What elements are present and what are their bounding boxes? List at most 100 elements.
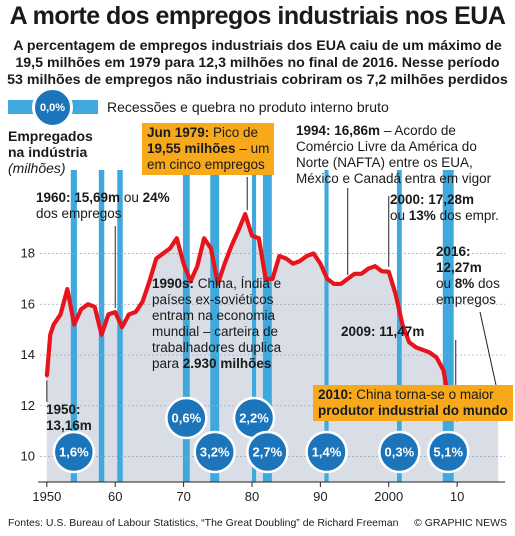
data-point	[373, 264, 377, 268]
data-point	[284, 257, 288, 260]
data-point	[66, 287, 69, 291]
data-point	[216, 282, 219, 286]
y-tick-label: 14	[21, 347, 35, 362]
data-point	[230, 244, 233, 248]
credit: © GRAPHIC NEWS	[414, 517, 507, 529]
data-point	[257, 237, 261, 240]
data-point	[100, 333, 103, 336]
data-point	[79, 308, 83, 311]
subtitle-line-2: 19,5 milhões em 1979 para 12,3 milhões n…	[15, 55, 500, 71]
x-tick-label: 80	[245, 489, 259, 504]
annotation-2009: 2009: 11,47m	[341, 324, 425, 339]
recession-band	[324, 170, 329, 482]
data-point	[59, 313, 62, 316]
annotation-2000: 2000: 17,28m ou 13% dos empr.	[390, 192, 499, 223]
recession-badge	[52, 430, 96, 474]
data-point	[243, 212, 247, 216]
x-tick-label: 60	[108, 489, 122, 504]
annotation-2010: 2010: China torna-se o maior produtor in…	[313, 385, 513, 421]
y-tick-label: 18	[21, 245, 35, 260]
annotation-1960: 1960: 15,69m ou 24% dos empregos	[36, 190, 170, 221]
data-point	[86, 303, 90, 306]
recession-badge-label: 1,6%	[59, 445, 89, 460]
data-point	[346, 277, 349, 281]
x-tick-label: 1950	[32, 489, 61, 504]
recession-badge-label: 0,6%	[172, 411, 202, 426]
recession-band	[262, 170, 272, 482]
x-tick-label: 2000	[374, 489, 403, 504]
x-tick-label: 10	[450, 489, 464, 504]
data-point	[414, 346, 418, 349]
recession-band	[251, 170, 257, 482]
data-point	[435, 356, 438, 359]
data-point	[408, 341, 411, 344]
data-point	[120, 325, 124, 329]
recession-badge-label: 0,3%	[385, 445, 415, 460]
recession-badge-label: 3,2%	[200, 445, 230, 460]
recession-badge	[426, 430, 470, 474]
data-point	[271, 277, 274, 281]
data-point	[52, 323, 55, 326]
subtitle-line-1: A percentagem de empregos industriais do…	[13, 38, 502, 54]
recession-band	[210, 170, 220, 482]
data-point	[196, 264, 199, 268]
annotation-1979: Jun 1979: Pico de 19,55 milhões – um em …	[142, 123, 275, 175]
data-point	[202, 237, 206, 240]
data-point	[367, 267, 370, 270]
data-point	[189, 280, 192, 283]
y-tick-label: 10	[21, 449, 35, 464]
data-point	[312, 252, 315, 255]
y-axis-unit: (milhões)	[8, 160, 66, 176]
recession-badge-label: 1,4%	[312, 445, 342, 460]
annotation-2016: 2016: 12,27m ou 8% dos empregos	[436, 244, 500, 307]
data-point	[332, 282, 336, 286]
data-point	[107, 313, 110, 316]
recession-badge-label: 5,1%	[433, 445, 463, 460]
recession-band	[442, 170, 454, 482]
employment-line	[44, 212, 499, 422]
chart-title: A morte dos empregos industriais nos EUA	[9, 2, 506, 30]
recession-band	[182, 170, 190, 482]
data-point	[319, 262, 322, 265]
subtitle-line-3: 53 milhões de empregos não industriais c…	[7, 72, 508, 88]
y-axis-title-line-2: na indústria	[8, 144, 88, 160]
data-point	[72, 323, 76, 326]
x-tick-label: 70	[176, 489, 190, 504]
recession-badge	[305, 430, 348, 474]
data-point	[250, 234, 254, 237]
data-point	[49, 333, 52, 336]
data-point	[339, 282, 343, 286]
data-point	[387, 270, 390, 273]
data-point	[114, 310, 117, 314]
data-point	[161, 252, 165, 255]
data-point	[421, 348, 425, 352]
data-point	[353, 272, 356, 275]
data-point	[45, 375, 49, 378]
annotation-1950: 1950: 13,16m	[46, 402, 92, 433]
recession-badge	[165, 396, 208, 440]
annotation-leader	[479, 311, 499, 396]
data-point	[298, 259, 302, 263]
data-point	[168, 247, 172, 250]
data-point	[134, 310, 137, 314]
annotation-1994: 1994: 16,86m – Acordo de Comércio Livre …	[296, 123, 492, 186]
data-point	[264, 277, 267, 281]
data-point	[305, 254, 308, 258]
data-point	[155, 257, 158, 260]
recession-band	[396, 170, 402, 482]
data-point	[394, 292, 397, 296]
data-point	[237, 229, 240, 232]
data-point	[127, 313, 131, 316]
data-point	[326, 277, 329, 281]
data-point	[209, 247, 213, 250]
source-note: Fontes: U.S. Bureau of Labour Statistics…	[8, 517, 399, 529]
y-tick-label: 16	[21, 296, 35, 311]
data-point	[182, 262, 185, 265]
data-point	[442, 369, 445, 372]
legend-label: Recessões e quebra no produto interno br…	[107, 99, 389, 115]
data-point	[360, 272, 363, 275]
x-tick-label: 90	[313, 489, 327, 504]
data-point	[223, 262, 226, 265]
y-axis-title-line-1: Empregados	[8, 128, 93, 144]
data-point	[93, 305, 96, 308]
